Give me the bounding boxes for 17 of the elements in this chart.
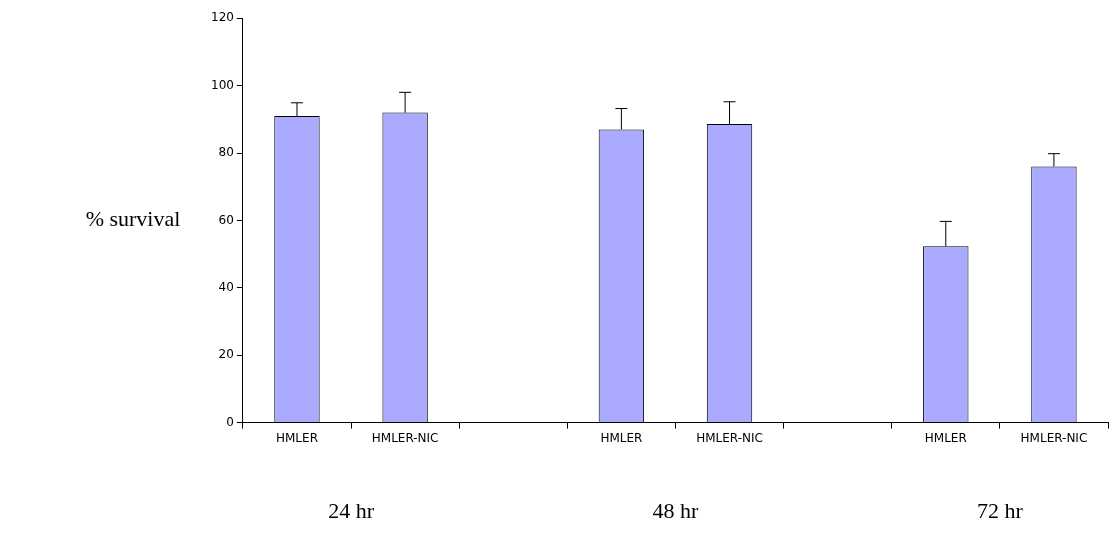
x-tick-label: HMLER	[924, 430, 967, 445]
text: 48 hr	[652, 498, 700, 524]
y-tick-label: 20	[218, 347, 234, 362]
x-tick-label: HMLER-NIC	[371, 430, 439, 445]
text: 24 hr	[328, 498, 375, 524]
y-tick-label: 0	[226, 414, 234, 429]
y-tick-label: 60	[218, 212, 234, 227]
text: 72 hr	[976, 498, 1024, 524]
y-tick-label: 40	[218, 279, 234, 294]
y-tick-label: 120	[211, 10, 234, 25]
y-tick-label: 80	[218, 145, 234, 160]
y-tick-label: 100	[211, 77, 234, 92]
x-tick-label: HMLER	[275, 430, 318, 445]
x-tick-label: HMLER-NIC	[1020, 430, 1088, 445]
y-axis-title: % survival	[85, 206, 181, 232]
x-tick-label: HMLER-NIC	[696, 430, 763, 445]
x-tick-label: HMLER	[600, 430, 643, 445]
